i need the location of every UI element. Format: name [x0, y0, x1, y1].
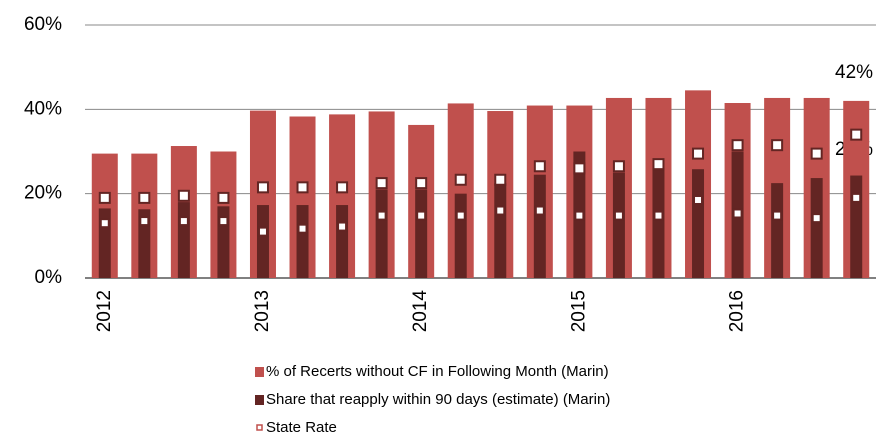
bar: [533, 174, 546, 278]
marker: [376, 210, 387, 221]
marker: [613, 210, 624, 221]
bar: [771, 183, 784, 278]
marker: [494, 173, 507, 186]
x-tick-label: 2015: [568, 290, 589, 332]
marker: [455, 210, 466, 221]
marker: [693, 194, 704, 205]
x-tick-label: 2014: [410, 290, 431, 333]
bar: [612, 172, 625, 278]
y-tick-label: 0%: [35, 267, 63, 288]
marker: [138, 191, 151, 204]
legend-label: State Rate: [266, 419, 337, 436]
marker: [336, 181, 349, 194]
marker: [256, 181, 269, 194]
marker: [810, 147, 823, 160]
marker: [139, 216, 150, 227]
marker: [257, 226, 268, 237]
marker: [217, 191, 230, 204]
marker: [731, 139, 744, 152]
marker: [692, 147, 705, 160]
bar: [177, 202, 190, 278]
marker: [337, 221, 348, 232]
marker: [574, 210, 585, 221]
marker: [652, 158, 665, 171]
marker: [732, 208, 743, 219]
marker: [533, 160, 546, 173]
marker: [454, 173, 467, 186]
bar: [256, 205, 269, 278]
bar: [454, 193, 467, 278]
marker: [416, 210, 427, 221]
x-tick-label: 2016: [727, 290, 748, 332]
bar: [850, 175, 863, 278]
legend-swatch: [255, 395, 264, 405]
marker: [850, 128, 863, 141]
marker: [177, 189, 190, 202]
marker: [612, 160, 625, 173]
legend-swatch: [255, 367, 264, 377]
marker: [771, 139, 784, 152]
marker: [415, 177, 428, 190]
marker: [573, 162, 586, 175]
marker: [811, 213, 822, 224]
bar: [652, 168, 665, 278]
y-tick-label: 20%: [24, 183, 62, 204]
bar: [336, 205, 349, 278]
marker: [534, 205, 545, 216]
bar: [138, 209, 151, 278]
marker: [772, 210, 783, 221]
marker: [653, 210, 664, 221]
marker: [178, 216, 189, 227]
legend-label: Share that reapply within 90 days (estim…: [266, 391, 610, 408]
y-tick-label: 60%: [24, 14, 62, 35]
marker: [495, 205, 506, 216]
annotation: 42%: [835, 62, 873, 83]
marker: [98, 191, 111, 204]
bar: [692, 169, 705, 278]
bar: [415, 189, 428, 278]
marker: [297, 223, 308, 234]
marker: [296, 181, 309, 194]
marker: [851, 192, 862, 203]
marker: [218, 216, 229, 227]
bar: [296, 205, 309, 278]
y-tick-label: 40%: [24, 98, 62, 119]
x-tick-label: 2012: [94, 290, 115, 332]
marker: [99, 218, 110, 229]
bar: [810, 178, 823, 278]
legend-label: % of Recerts without CF in Following Mon…: [266, 363, 609, 380]
bar: [494, 183, 507, 278]
x-tick-label: 2013: [252, 290, 273, 332]
legend-swatch: [256, 424, 263, 431]
bar: [375, 189, 388, 278]
marker: [375, 177, 388, 190]
